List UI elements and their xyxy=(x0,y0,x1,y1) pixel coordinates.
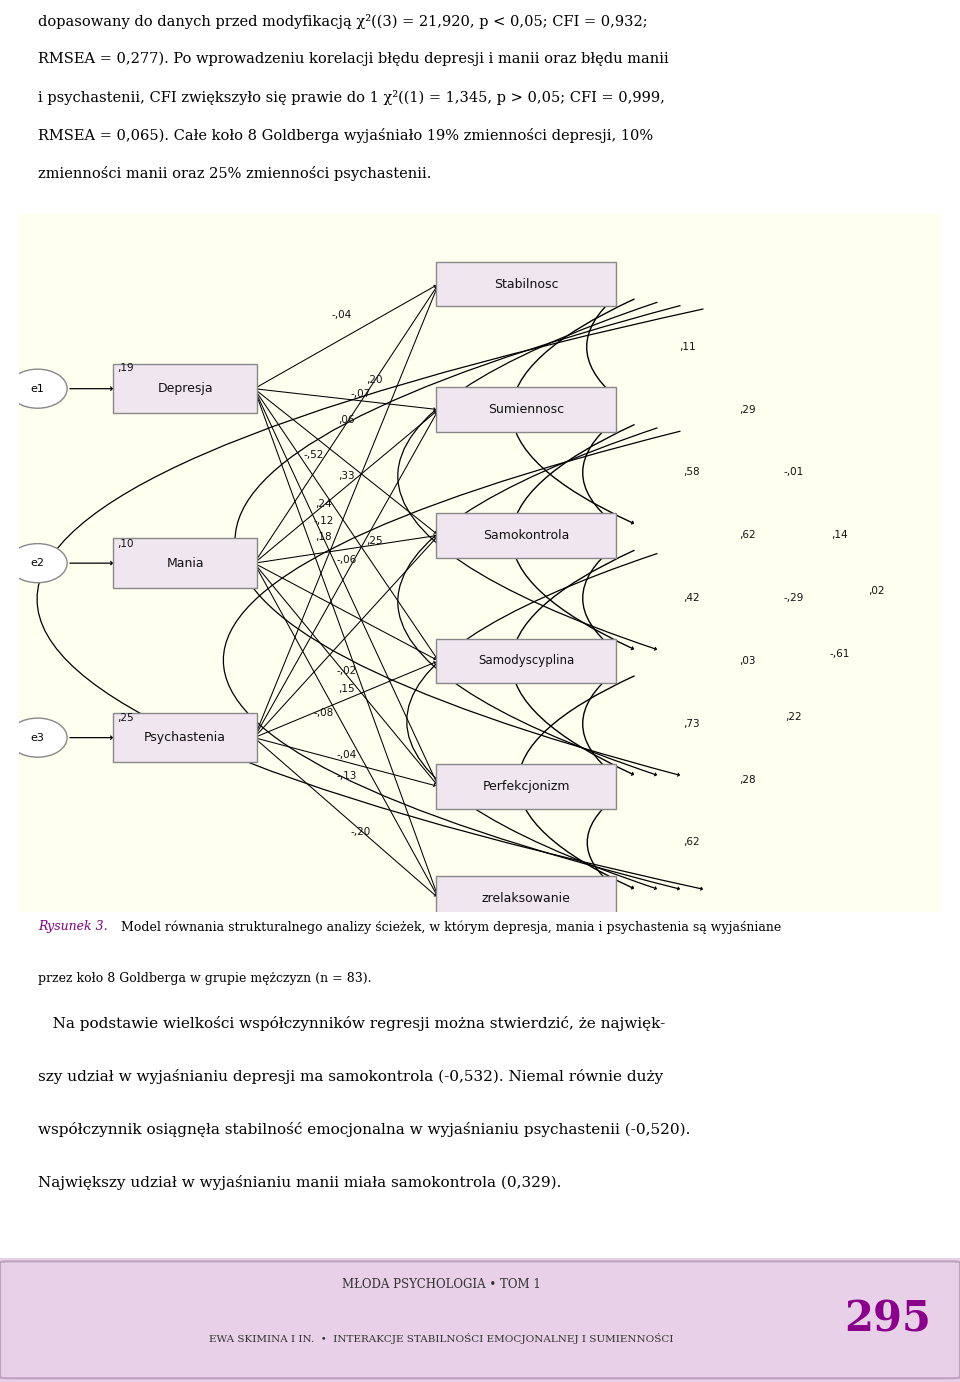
Text: ,22: ,22 xyxy=(785,712,802,721)
Text: ,62: ,62 xyxy=(684,837,700,847)
Text: zrelaksowanie: zrelaksowanie xyxy=(482,891,570,905)
Ellipse shape xyxy=(8,543,67,583)
Text: -,20: -,20 xyxy=(350,826,371,837)
Text: EWA SKIMINA I IN.  •  INTERAKCJE STABILNOŚCI EMOCJONALNEJ I SUMIENNOŚCI: EWA SKIMINA I IN. • INTERAKCJE STABILNOŚ… xyxy=(209,1334,674,1343)
Text: ,33: ,33 xyxy=(338,471,354,481)
Text: MŁODA PSYCHOLOGIA • TOM 1: MŁODA PSYCHOLOGIA • TOM 1 xyxy=(342,1278,541,1292)
Text: -,29: -,29 xyxy=(783,593,804,603)
Text: Depresja: Depresja xyxy=(157,383,213,395)
Text: ,10: ,10 xyxy=(117,539,133,549)
FancyBboxPatch shape xyxy=(0,1262,960,1378)
Text: Samokontrola: Samokontrola xyxy=(483,529,569,542)
Text: Na podstawie wielkości współczynników regresji można stwierdzić, że najwięk-: Na podstawie wielkości współczynników re… xyxy=(38,1016,665,1031)
FancyBboxPatch shape xyxy=(436,764,616,808)
Text: 295: 295 xyxy=(845,1299,931,1341)
Text: Model równania strukturalnego analizy ścieżek, w którym depresja, mania i psycha: Model równania strukturalnego analizy śc… xyxy=(117,920,781,934)
FancyBboxPatch shape xyxy=(113,539,257,587)
Text: e3: e3 xyxy=(31,732,44,742)
Text: -,02: -,02 xyxy=(336,666,356,676)
Text: ,24: ,24 xyxy=(315,499,331,509)
Ellipse shape xyxy=(8,719,67,757)
Text: dopasowany do danych przed modyfikacją χ²((3) = 21,920, p < 0,05; CFI = 0,932;: dopasowany do danych przed modyfikacją χ… xyxy=(38,14,648,29)
Text: ,58: ,58 xyxy=(684,467,700,477)
Text: ,19: ,19 xyxy=(117,362,133,373)
Text: współczynnik osiągnęła stabilność emocjonalna w wyjaśnianiu psychastenii (-0,520: współczynnik osiągnęła stabilność emocjo… xyxy=(38,1122,691,1137)
Text: -,04: -,04 xyxy=(336,750,356,760)
Text: ,11: ,11 xyxy=(679,341,696,352)
Text: -,61: -,61 xyxy=(829,650,850,659)
Text: i psychastenii, CFI zwiększyło się prawie do 1 χ²((1) = 1,345, p > 0,05; CFI = 0: i psychastenii, CFI zwiększyło się prawi… xyxy=(38,90,665,105)
FancyBboxPatch shape xyxy=(436,638,616,683)
Text: ,25: ,25 xyxy=(117,713,133,723)
Text: Psychastenia: Psychastenia xyxy=(144,731,227,744)
Text: przez koło 8 Goldberga w grupie mężczyzn (n = 83).: przez koło 8 Goldberga w grupie mężczyzn… xyxy=(38,973,372,985)
Text: -,12: -,12 xyxy=(313,517,333,527)
FancyBboxPatch shape xyxy=(19,214,941,912)
Text: -,06: -,06 xyxy=(336,554,356,565)
Text: ,25: ,25 xyxy=(366,536,382,546)
FancyBboxPatch shape xyxy=(436,387,616,433)
Text: Rysunek 3.: Rysunek 3. xyxy=(38,920,108,933)
FancyBboxPatch shape xyxy=(113,363,257,413)
Text: ,15: ,15 xyxy=(338,684,354,694)
FancyBboxPatch shape xyxy=(113,713,257,763)
Text: RMSEA = 0,277). Po wprowadzeniu korelacji błędu depresji i manii oraz błędu mani: RMSEA = 0,277). Po wprowadzeniu korelacj… xyxy=(38,53,669,66)
Text: ,42: ,42 xyxy=(684,593,700,603)
FancyBboxPatch shape xyxy=(436,876,616,920)
Text: Stabilnosc: Stabilnosc xyxy=(493,278,559,290)
FancyBboxPatch shape xyxy=(436,261,616,307)
Text: -,13: -,13 xyxy=(336,771,356,781)
Text: -,04: -,04 xyxy=(331,311,352,321)
Text: ,03: ,03 xyxy=(739,656,756,666)
Text: Największy udział w wyjaśnianiu manii miała samokontrola (0,329).: Największy udział w wyjaśnianiu manii mi… xyxy=(38,1175,562,1190)
Text: ,28: ,28 xyxy=(739,774,756,785)
Ellipse shape xyxy=(8,369,67,408)
Text: RMSEA = 0,065). Całe koło 8 Goldberga wyjaśniało 19% zmienności depresji, 10%: RMSEA = 0,065). Całe koło 8 Goldberga wy… xyxy=(38,129,654,144)
Text: ,06: ,06 xyxy=(338,415,354,426)
Text: ,14: ,14 xyxy=(831,531,848,540)
Text: ,29: ,29 xyxy=(739,405,756,415)
Text: e2: e2 xyxy=(31,558,44,568)
Text: -,52: -,52 xyxy=(304,451,324,460)
Text: -,07: -,07 xyxy=(350,390,371,399)
Text: ,62: ,62 xyxy=(739,531,756,540)
Text: Samodyscyplina: Samodyscyplina xyxy=(478,654,574,668)
Text: ,02: ,02 xyxy=(868,586,884,596)
Text: Mania: Mania xyxy=(166,557,204,569)
Text: ,73: ,73 xyxy=(684,719,700,728)
Text: ,18: ,18 xyxy=(315,532,331,542)
Text: Perfekcjonizm: Perfekcjonizm xyxy=(482,779,570,793)
Text: zmienności manii oraz 25% zmienności psychastenii.: zmienności manii oraz 25% zmienności psy… xyxy=(38,166,432,181)
Text: ,20: ,20 xyxy=(366,376,382,386)
Text: -,01: -,01 xyxy=(783,467,804,477)
Text: -,08: -,08 xyxy=(313,708,333,719)
Text: Sumiennosc: Sumiennosc xyxy=(488,404,564,416)
FancyBboxPatch shape xyxy=(436,513,616,557)
Text: e1: e1 xyxy=(31,384,44,394)
Text: szy udział w wyjaśnianiu depresji ma samokontrola (-0,532). Niemal równie duży: szy udział w wyjaśnianiu depresji ma sam… xyxy=(38,1068,663,1083)
